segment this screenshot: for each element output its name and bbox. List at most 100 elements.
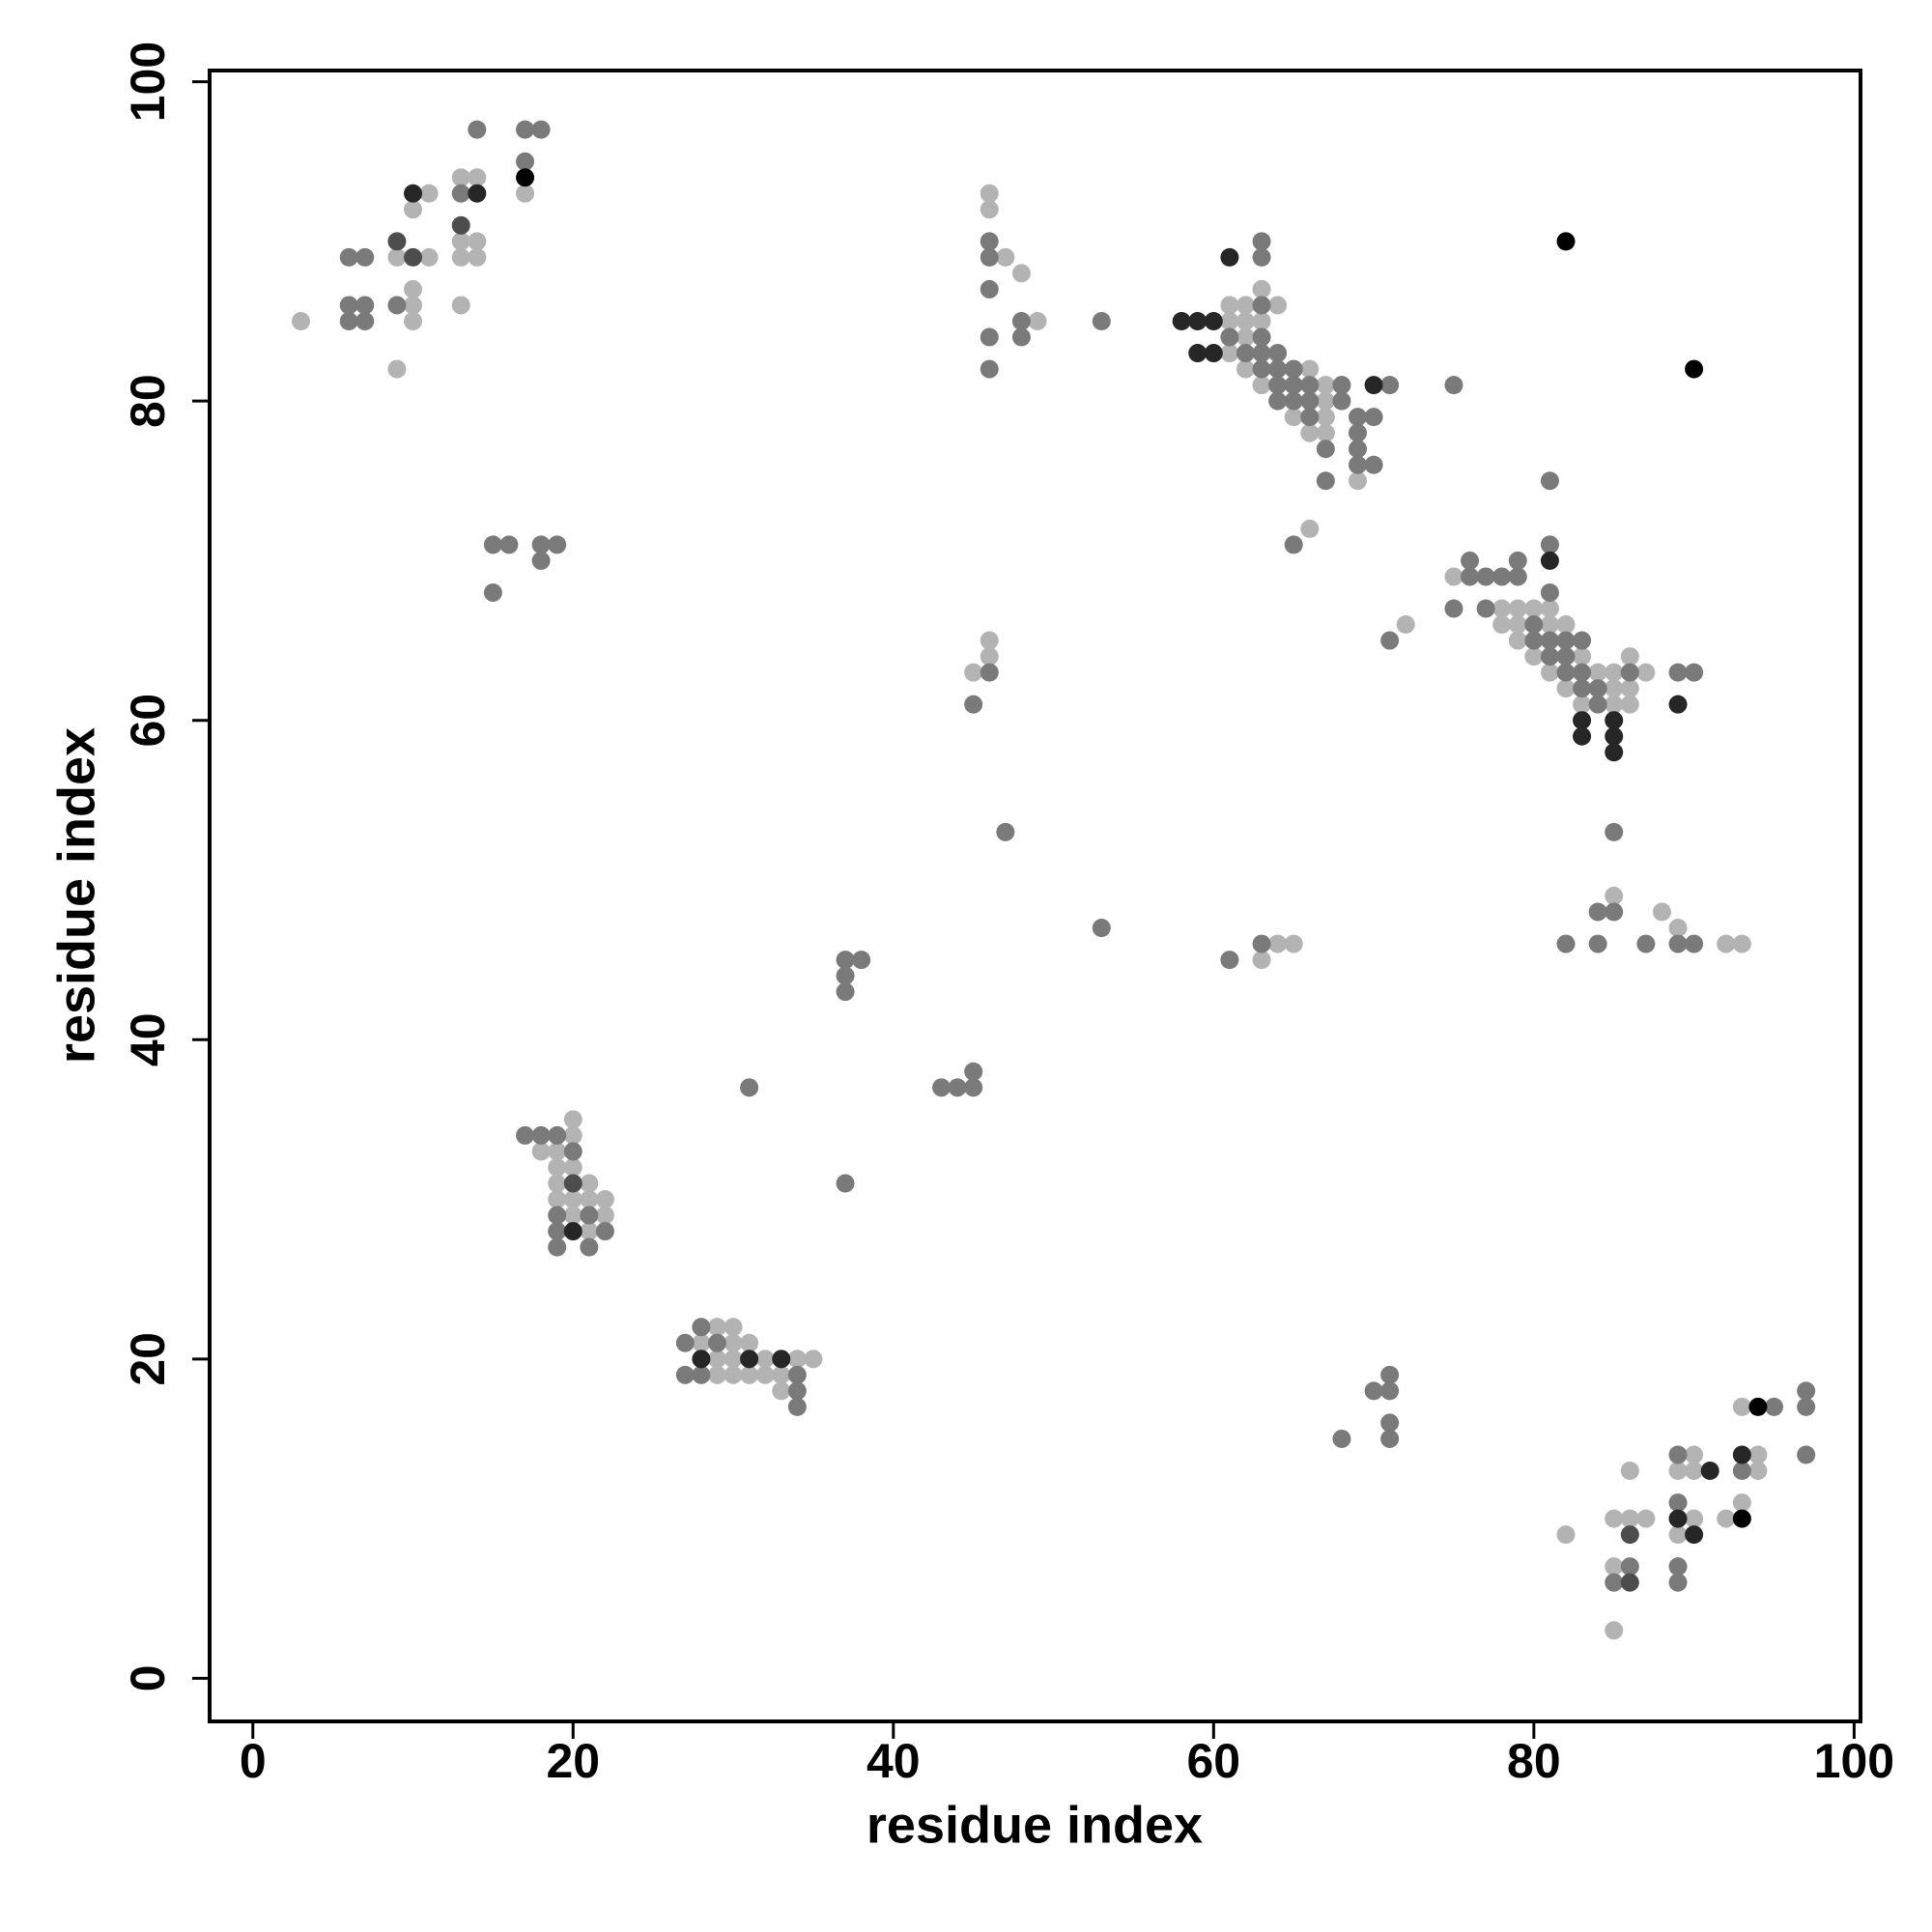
point [980, 647, 999, 667]
point [563, 1174, 582, 1193]
point [1252, 934, 1271, 953]
point [740, 1365, 759, 1384]
point [1556, 679, 1576, 698]
point [291, 311, 310, 330]
point [451, 215, 470, 235]
point [724, 1318, 743, 1337]
point [1540, 615, 1559, 635]
point [468, 247, 487, 267]
point [1732, 1445, 1751, 1464]
point [692, 1333, 711, 1352]
point [675, 1365, 695, 1384]
point [387, 247, 407, 267]
point [1380, 376, 1400, 395]
point [1461, 551, 1480, 570]
x-tick-label: 80 [1507, 1734, 1561, 1788]
point [1284, 408, 1303, 427]
point [483, 582, 502, 602]
point [980, 663, 999, 682]
point [1605, 743, 1624, 762]
point [1540, 631, 1559, 650]
point [1284, 535, 1303, 554]
point [451, 232, 470, 251]
point [548, 1237, 567, 1257]
point [836, 951, 855, 970]
point [1685, 1445, 1704, 1464]
point [1444, 567, 1463, 586]
point [675, 1333, 695, 1352]
point [1732, 1493, 1751, 1513]
point [772, 1350, 791, 1369]
point [1316, 440, 1335, 459]
point [1396, 615, 1415, 635]
point [1461, 567, 1480, 586]
point [1797, 1397, 1816, 1416]
point [707, 1350, 726, 1369]
point [1300, 519, 1320, 538]
point [1668, 1525, 1688, 1545]
point [1524, 631, 1544, 650]
point [1492, 615, 1512, 635]
point [548, 535, 567, 554]
point [1316, 408, 1335, 427]
point [1620, 1557, 1639, 1577]
point [1668, 1462, 1688, 1481]
point [516, 152, 535, 171]
point [1268, 376, 1288, 395]
point [804, 1350, 823, 1369]
point [1685, 663, 1704, 682]
point [1300, 423, 1320, 442]
point [1349, 408, 1368, 427]
point [595, 1206, 614, 1225]
point [1011, 264, 1031, 283]
point [531, 535, 551, 554]
point [836, 1174, 855, 1193]
point [387, 232, 407, 251]
point [1252, 232, 1271, 251]
point [468, 184, 487, 203]
point [964, 695, 983, 714]
point [1620, 695, 1639, 714]
point [451, 168, 470, 187]
point [1636, 663, 1656, 682]
x-tick-label: 0 [240, 1734, 267, 1788]
point [404, 184, 423, 203]
point [1668, 934, 1688, 953]
point [852, 951, 871, 970]
point [1252, 359, 1271, 379]
point [451, 184, 470, 203]
point [1444, 376, 1463, 395]
point [964, 1062, 983, 1081]
point [1620, 647, 1639, 667]
point [499, 535, 519, 554]
plot-frame [208, 69, 1862, 1723]
point [948, 1078, 967, 1097]
point [1573, 695, 1592, 714]
point [516, 120, 535, 139]
point [1732, 1462, 1751, 1481]
point [1380, 1381, 1400, 1401]
point [1540, 535, 1559, 554]
point [1284, 934, 1303, 953]
point [548, 1206, 567, 1225]
point [419, 184, 439, 203]
point [404, 200, 423, 219]
point [1605, 726, 1624, 746]
point [548, 1222, 567, 1241]
point [1364, 376, 1383, 395]
point [836, 982, 855, 1002]
point [1652, 902, 1671, 922]
point [451, 247, 470, 267]
point [580, 1237, 599, 1257]
point [1300, 391, 1320, 411]
point [1444, 599, 1463, 618]
point [996, 247, 1015, 267]
point [787, 1397, 807, 1416]
point [1668, 1557, 1688, 1577]
point [1685, 1525, 1704, 1545]
point [740, 1333, 759, 1352]
point [1204, 311, 1223, 330]
point [1236, 327, 1255, 347]
point [563, 1110, 582, 1129]
point [1028, 311, 1047, 330]
